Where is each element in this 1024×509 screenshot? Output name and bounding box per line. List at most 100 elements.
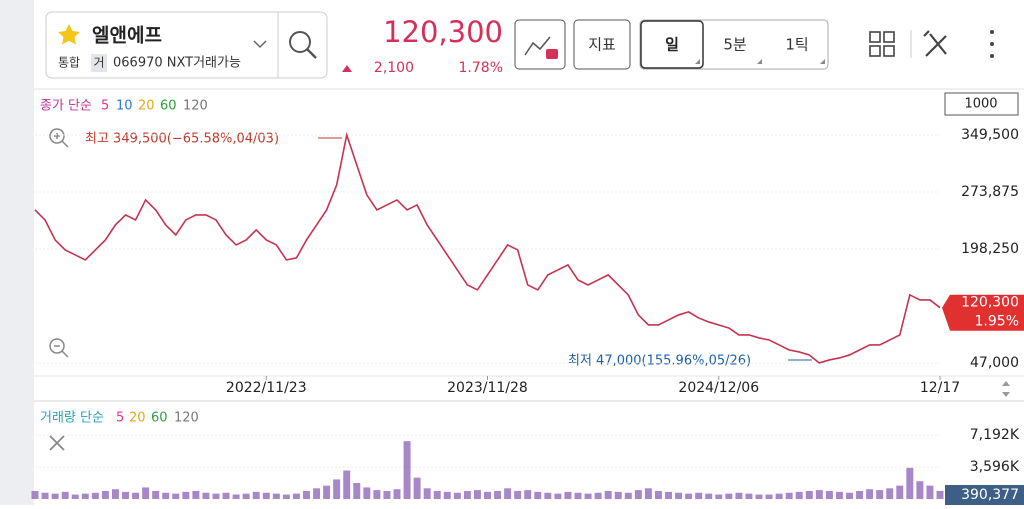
volume-bar	[333, 479, 341, 499]
volume-bar	[303, 490, 310, 499]
volume-bar	[433, 490, 441, 499]
volume-bar	[61, 491, 69, 499]
volume-bar	[665, 491, 672, 499]
volume-bar	[172, 493, 180, 499]
volume-bar	[323, 485, 331, 499]
indicator-button[interactable]	[573, 19, 631, 70]
favorite-star[interactable]	[58, 24, 80, 45]
volume-bar	[202, 492, 210, 499]
volume-bar	[846, 492, 853, 499]
volume-bar	[755, 494, 763, 499]
volume-bar	[906, 467, 914, 499]
vol-legend: 20	[129, 411, 146, 426]
volume-bar	[343, 470, 351, 499]
volume-bar	[896, 485, 904, 499]
y-tick-label: 273,875	[961, 184, 1019, 200]
volume-bar	[463, 490, 471, 499]
ma-legend: 10	[116, 99, 133, 114]
close-volume[interactable]	[49, 435, 65, 451]
current-price: 120,300	[383, 15, 503, 49]
volume-bar	[805, 490, 813, 499]
scroll-arrows[interactable]	[1002, 381, 1010, 397]
dropdown-chevron[interactable]	[253, 40, 267, 49]
volume-bar	[403, 441, 411, 499]
chart-type-button[interactable]	[514, 19, 566, 70]
corner-marks	[695, 59, 825, 64]
volume-bar	[122, 491, 129, 499]
volume-bar	[745, 493, 753, 499]
layout-icon[interactable]	[869, 31, 895, 57]
y-tick-label: 198,250	[961, 241, 1019, 257]
vol-legend: 60	[151, 411, 168, 426]
current-change-label: 1.95%	[975, 314, 1019, 330]
volume-bar	[313, 488, 321, 499]
volume-bar	[785, 492, 793, 499]
volume-bar	[51, 493, 59, 499]
price-change: 2,100	[374, 60, 414, 76]
volume-bar	[735, 492, 743, 499]
search-icon	[306, 48, 317, 59]
volume-bar	[373, 490, 381, 499]
x-tick-label: 2022/11/23	[226, 380, 307, 396]
current-price-tag	[942, 294, 1024, 331]
volume-bar	[765, 494, 773, 499]
volume-bar	[484, 491, 491, 499]
volume-bar	[514, 490, 522, 499]
volume-bar	[252, 491, 260, 499]
x-tick-label: 12/17	[920, 380, 960, 396]
x-tick-label: 2024/12/06	[678, 380, 759, 396]
zoom-level-box[interactable]	[944, 92, 1019, 116]
stock-name: 엘앤에프	[92, 25, 162, 47]
volume-bar	[353, 482, 361, 499]
volume-bar	[634, 490, 642, 499]
volume-bar	[142, 487, 150, 499]
volume-bar	[835, 491, 843, 499]
volume-bar	[132, 492, 140, 499]
more-icon[interactable]	[990, 30, 994, 58]
volume-bar	[825, 490, 833, 499]
price-line	[34, 131, 941, 364]
volume-bar	[282, 494, 290, 499]
y-tick-label: 7,192K	[970, 427, 1020, 443]
volume-bar	[504, 488, 512, 499]
x-tick-label: 2023/11/28	[447, 380, 528, 396]
low-annotation: 최저 47,000(155.96%,05/26)	[568, 354, 751, 369]
chart-icon	[546, 49, 558, 59]
period-5min[interactable]: 5분	[723, 36, 747, 54]
volume-bar	[876, 490, 884, 499]
zoom-level: 1000	[964, 97, 997, 112]
volume-bar	[815, 490, 823, 499]
volume-bar	[644, 488, 652, 499]
chart-icon	[524, 36, 551, 56]
zoom-in[interactable]	[49, 128, 69, 148]
volume-bar	[554, 493, 562, 499]
settings-icon[interactable]	[923, 30, 947, 57]
volume-bar	[91, 492, 99, 499]
volume-bar	[624, 492, 632, 499]
zoom-out[interactable]	[49, 338, 69, 358]
volume-bar	[544, 492, 552, 499]
period-selected[interactable]	[640, 20, 704, 69]
volume-bar	[795, 491, 803, 499]
exchange-tag: 거	[93, 56, 104, 70]
y-tick-label: 3,596K	[970, 459, 1020, 475]
indicator-label: 지표	[588, 36, 616, 54]
volume-bar	[272, 493, 280, 499]
volume-bar	[574, 492, 582, 499]
volume-bar	[152, 490, 160, 499]
volume-bar	[594, 492, 602, 499]
volume-bar	[725, 493, 733, 499]
stock-code: 066970 NXT거래가능	[113, 56, 241, 71]
volume-bar	[413, 477, 421, 499]
search-box[interactable]	[45, 11, 328, 79]
volume-bar	[534, 491, 542, 499]
search-icon[interactable]	[289, 31, 311, 53]
volume-bar	[71, 494, 79, 499]
period-tick[interactable]: 1틱	[785, 36, 808, 54]
market: 통합	[58, 56, 80, 70]
period-day[interactable]: 일	[665, 36, 679, 54]
volume-bar	[654, 490, 662, 499]
volume-bar	[393, 489, 401, 499]
y-tick-label: 349,500	[961, 127, 1019, 143]
